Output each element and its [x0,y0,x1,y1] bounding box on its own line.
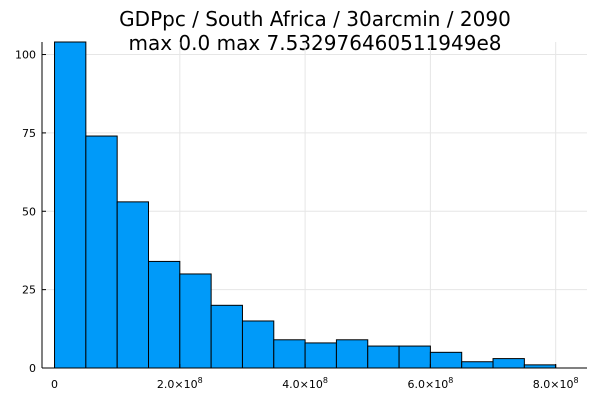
y-tick-label: 75 [22,127,36,140]
histogram-bar [429,351,463,369]
x-tick-mantissa: 2.0×10 [157,378,198,391]
histogram-bar [116,201,149,369]
x-tick-mantissa: 8.0×10 [533,378,574,391]
x-axis-ticks: 0 2.0×108 4.0×108 6.0×108 8.0×108 [51,364,579,391]
x-tick-exponent: 8 [198,376,203,385]
x-tick-mantissa: 0 [51,378,58,391]
x-tick-label: 0 [51,378,58,391]
histogram-bar [273,339,306,369]
y-tick-label: 100 [15,49,36,62]
histogram-bar [54,41,87,369]
x-tick-exponent: 8 [573,376,578,385]
histogram-bar [85,135,118,369]
histogram-bar [367,345,400,369]
histogram-bar [241,320,275,369]
x-tick-mantissa: 6.0×10 [407,378,448,391]
x-tick-label: 4.0×108 [282,376,328,391]
histogram-bar [335,339,369,369]
histogram-bar [179,273,212,369]
histogram-bar [210,304,243,369]
histogram-bar [492,358,525,369]
x-tick-mantissa: 4.0×10 [282,378,323,391]
y-tick-label: 0 [29,362,36,375]
x-tick-exponent: 8 [323,376,328,385]
title-line-2: max 0.0 max 7.532976460511949e8 [128,31,501,55]
y-tick-label: 25 [22,284,36,297]
x-tick-exponent: 8 [448,376,453,385]
axes [41,42,587,369]
x-tick-label: 6.0×108 [407,376,453,391]
histogram-bar [304,342,337,369]
y-tick-label: 50 [22,205,36,218]
title-line-1: GDPpc / South Africa / 30arcmin / 2090 [119,7,511,31]
histogram-bar [461,361,494,369]
histogram-bar [147,260,181,369]
chart-title: GDPpc / South Africa / 30arcmin / 2090 m… [119,7,511,55]
histogram-bar [398,345,431,369]
x-tick-label: 8.0×108 [533,376,579,391]
y-axis-ticks: 0 25 50 75 100 [15,49,46,375]
x-tick-label: 2.0×108 [157,376,203,391]
